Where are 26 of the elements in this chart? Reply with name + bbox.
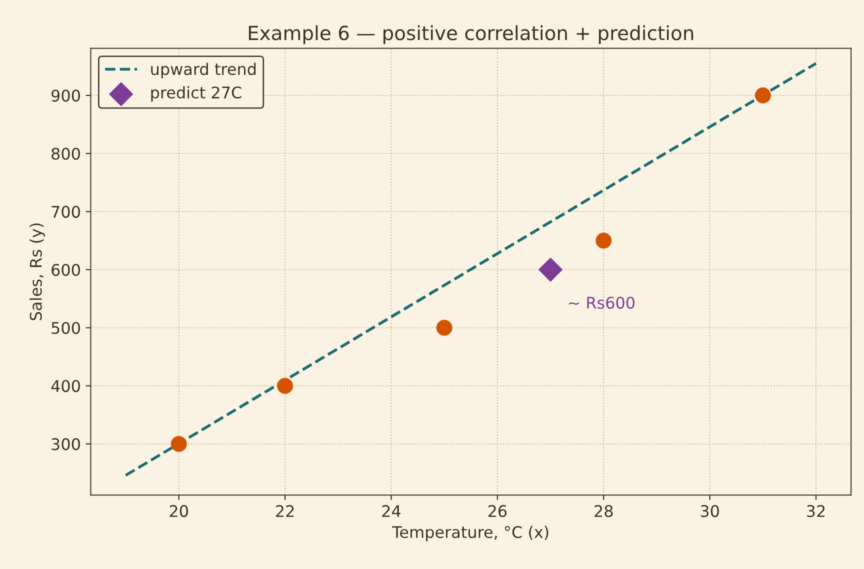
point: [436, 320, 452, 336]
x-tick-label: 28: [594, 505, 613, 518]
y-axis-title: Sales, Rs (y): [29, 224, 45, 320]
point: [277, 378, 294, 394]
x-tick-label: 24: [382, 505, 401, 517]
x-tick-label: 22: [276, 505, 294, 517]
y-tick-label: 800: [52, 148, 80, 160]
x-axis-title: Temperature, °C (x): [392, 526, 548, 542]
x-tick-label: 30: [700, 505, 719, 518]
y-tick-label: 700: [52, 206, 80, 218]
point: [596, 232, 612, 249]
y-tick-label: 500: [52, 322, 80, 334]
x-tick-label: 32: [807, 505, 825, 518]
legend-label: predict 27C: [151, 86, 242, 102]
y-tick-label: 400: [51, 380, 80, 392]
x-tick-label: 26: [488, 505, 507, 518]
annotation: ~ Rs600: [568, 296, 634, 309]
point: [538, 258, 562, 282]
y-tick-label: 900: [52, 90, 80, 102]
y-tick-label: 300: [52, 438, 80, 450]
chart-title: Example 6 — positive correlation + prediction: [248, 25, 694, 44]
legend-label: upward trend: [151, 62, 256, 78]
x-tick-label: 20: [170, 505, 188, 518]
point: [754, 87, 771, 104]
y-tick-label: 600: [52, 264, 80, 276]
point: [170, 436, 187, 452]
